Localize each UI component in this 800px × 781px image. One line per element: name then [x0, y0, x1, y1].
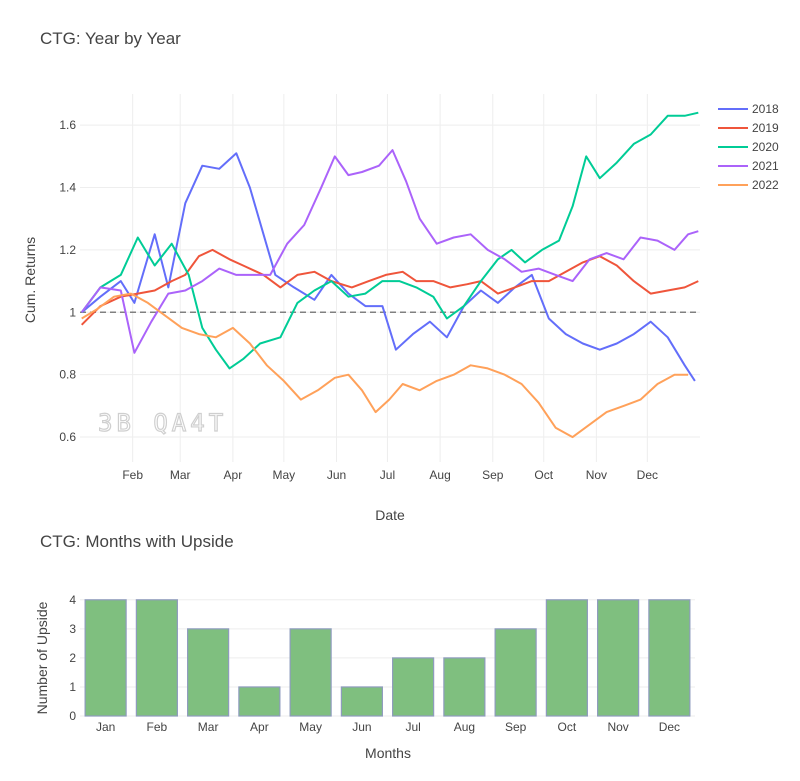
bar-Mar — [187, 628, 230, 717]
legend-label: 2018 — [752, 102, 779, 116]
bar-x-axis-title: Months — [365, 745, 411, 761]
bar-x-tick-label: Dec — [659, 720, 680, 734]
line-x-axis-title: Date — [375, 507, 405, 523]
bar-y-tick-label: 2 — [69, 651, 76, 665]
x-tick-label: Dec — [637, 468, 658, 482]
bar-x-tick-label: Oct — [558, 720, 577, 734]
bar-x-tick-labels: Jan Feb Mar Apr May Jun Jul Aug Sep Oct Nov Dec — [96, 720, 680, 734]
x-tick-label: Mar — [170, 468, 191, 482]
x-tick-label: May — [272, 468, 295, 482]
bar-y-tick-label: 3 — [69, 622, 76, 636]
bar-Aug — [443, 657, 486, 717]
bar-y-tick-label: 0 — [69, 709, 76, 723]
legend-item-2021[interactable]: 2021 — [718, 159, 779, 173]
y-tick-label: 1.4 — [59, 181, 76, 195]
bar-x-tick-label: Apr — [250, 720, 269, 734]
line-y-axis-title: Cum. Returns — [22, 237, 38, 323]
y-tick-label: 1.2 — [59, 243, 76, 257]
bar-y-tick-labels: 0 1 2 3 4 — [69, 593, 76, 723]
bar-Jun — [340, 686, 383, 717]
series-line-2021 — [80, 149, 699, 354]
series-line-2020 — [80, 111, 699, 370]
x-tick-label: Apr — [224, 468, 243, 482]
legend-label: 2022 — [752, 178, 779, 192]
bar-chart-grid — [80, 599, 695, 717]
line-chart-title: CTG: Year by Year — [40, 29, 181, 48]
bar-Jul — [392, 657, 435, 717]
line-y-tick-labels: 0.6 0.8 1 1.2 1.4 1.6 — [59, 118, 76, 444]
legend-label: 2021 — [752, 159, 779, 173]
line-chart-grid — [80, 94, 700, 462]
line-x-tick-labels: Feb Mar Apr May Jun Jul Aug Sep Oct Nov Dec — [122, 468, 658, 482]
bar-Dec — [648, 599, 691, 717]
bar-y-axis-title: Number of Upside — [34, 601, 50, 714]
bar-y-tick-label: 4 — [69, 593, 76, 607]
x-tick-label: Jun — [327, 468, 346, 482]
y-tick-label: 0.8 — [59, 368, 76, 382]
bar-Apr — [238, 686, 281, 717]
bar-chart-title: CTG: Months with Upside — [40, 532, 234, 551]
y-tick-label: 0.6 — [59, 430, 76, 444]
bar-Feb — [135, 599, 178, 717]
legend-item-2022[interactable]: 2022 — [718, 178, 779, 192]
y-tick-label: 1.6 — [59, 118, 76, 132]
bar-Jan — [84, 599, 127, 717]
bar-x-tick-label: Mar — [198, 720, 219, 734]
legend-label: 2020 — [752, 140, 779, 154]
bar-x-tick-label: Sep — [505, 720, 527, 734]
x-tick-label: Sep — [482, 468, 504, 482]
y-tick-label: 1 — [69, 305, 76, 319]
bar-Oct — [545, 599, 588, 717]
bar-x-tick-label: Jul — [405, 720, 420, 734]
bar-Nov — [597, 599, 640, 717]
bar-x-tick-label: May — [299, 720, 322, 734]
legend-item-2020[interactable]: 2020 — [718, 140, 779, 154]
legend-item-2019[interactable]: 2019 — [718, 121, 779, 135]
legend[interactable]: 2018 2019 2020 2021 2022 — [718, 102, 779, 192]
x-tick-label: Jul — [380, 468, 395, 482]
bar-x-tick-label: Jun — [352, 720, 371, 734]
bar-May — [289, 628, 332, 717]
bar-x-tick-label: Jan — [96, 720, 115, 734]
watermark-logo: 3B QA4T — [98, 409, 227, 437]
legend-item-2018[interactable]: 2018 — [718, 102, 779, 116]
bar-x-tick-label: Feb — [147, 720, 168, 734]
x-tick-label: Feb — [122, 468, 143, 482]
bar-x-tick-label: Aug — [454, 720, 475, 734]
x-tick-label: Nov — [586, 468, 607, 482]
x-tick-label: Oct — [534, 468, 553, 482]
series-line-2022 — [81, 292, 689, 439]
legend-label: 2019 — [752, 121, 779, 135]
line-series-group — [80, 111, 699, 439]
bar-group — [84, 599, 691, 717]
bar-Sep — [494, 628, 537, 717]
x-tick-label: Aug — [429, 468, 450, 482]
bar-y-tick-label: 1 — [69, 680, 76, 694]
series-line-2018 — [81, 152, 696, 382]
bar-x-tick-label: Nov — [607, 720, 628, 734]
